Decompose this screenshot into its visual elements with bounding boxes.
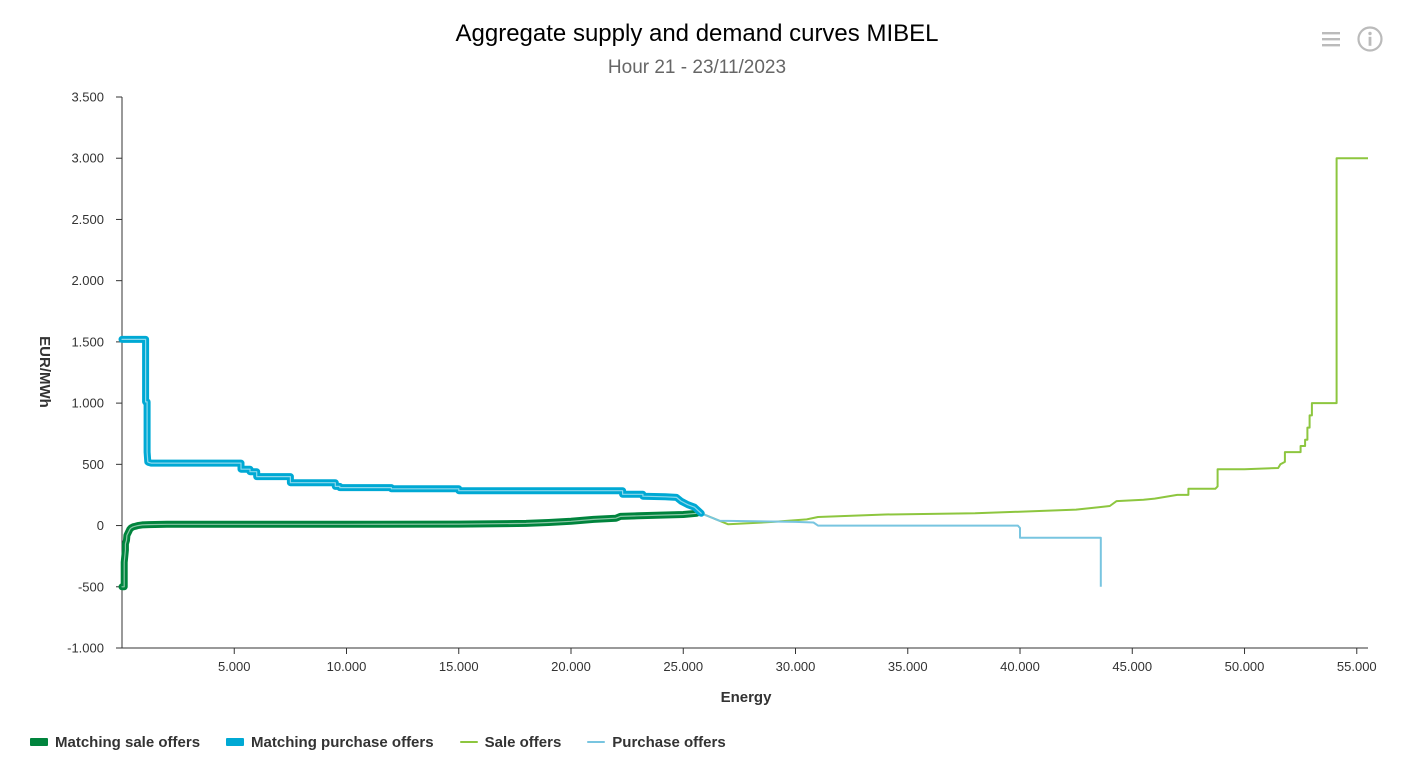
x-tick-label: 35.000 xyxy=(888,659,928,674)
x-tick-label: 30.000 xyxy=(776,659,816,674)
legend-item-matching-purchase-offers[interactable]: Matching purchase offers xyxy=(226,734,434,751)
x-tick-label: 5.000 xyxy=(218,659,251,674)
hamburger-menu-icon[interactable] xyxy=(1316,24,1346,54)
series-group xyxy=(118,157,1368,591)
info-circle-icon[interactable] xyxy=(1355,24,1385,54)
series-line-inner xyxy=(121,512,698,588)
y-tick-label: 2.500 xyxy=(71,212,104,227)
series-matching-sale-offers[interactable] xyxy=(118,509,701,591)
legend-label: Matching purchase offers xyxy=(251,733,434,751)
x-tick-label: 55.000 xyxy=(1337,659,1377,674)
series-line-inner xyxy=(121,338,702,514)
y-tick-label: -1.000 xyxy=(67,641,104,656)
x-tick-label: 15.000 xyxy=(439,659,479,674)
x-tick-label: 45.000 xyxy=(1112,659,1152,674)
y-axis-label: EUR/MWh xyxy=(36,336,53,408)
series-line xyxy=(700,512,1102,587)
legend-swatch xyxy=(587,741,606,743)
legend-item-sale-offers[interactable]: Sale offers xyxy=(459,733,562,751)
x-tick-label: 25.000 xyxy=(663,659,703,674)
legend: Matching sale offers Matching purchase of… xyxy=(30,732,752,752)
legend-item-purchase-offers[interactable]: Purchase offers xyxy=(587,733,726,751)
y-tick-label: 1.000 xyxy=(71,396,104,411)
y-tick-label: 3.500 xyxy=(71,90,104,105)
y-tick-label: -500 xyxy=(78,579,104,594)
legend-item-matching-sale-offers[interactable]: Matching sale offers xyxy=(30,734,200,751)
x-tick-label: 20.000 xyxy=(551,659,591,674)
legend-swatch xyxy=(30,738,48,746)
x-axis-label: Energy xyxy=(721,689,773,706)
legend-swatch xyxy=(226,738,245,746)
y-tick-label: 500 xyxy=(82,457,104,472)
legend-label: Sale offers xyxy=(484,733,562,751)
chart-title: Aggregate supply and demand curves MIBEL xyxy=(455,20,939,47)
y-tick-label: 2.000 xyxy=(71,273,104,288)
series-purchase-offers[interactable] xyxy=(700,512,1102,587)
series-line-outer xyxy=(118,335,705,517)
y-tick-label: 1.500 xyxy=(71,334,104,349)
series-line xyxy=(700,157,1368,526)
x-tick-label: 50.000 xyxy=(1225,659,1265,674)
x-tick-label: 10.000 xyxy=(327,659,367,674)
series-matching-purchase-offers[interactable] xyxy=(118,335,705,517)
legend-label: Matching sale offers xyxy=(55,733,201,751)
series-sale-offers[interactable] xyxy=(700,157,1368,526)
axes: -1.000 -500 0 500 1.000 1.500 2.000 2.500 3.000 3… xyxy=(67,90,1377,675)
y-tick-label: 3.000 xyxy=(71,151,104,166)
chart-subtitle: Hour 21 - 23/11/2023 xyxy=(607,57,787,78)
legend-label: Purchase offers xyxy=(612,733,726,751)
y-tick-label: 0 xyxy=(97,518,104,533)
legend-swatch xyxy=(459,741,478,743)
x-tick-label: 40.000 xyxy=(1000,659,1040,674)
